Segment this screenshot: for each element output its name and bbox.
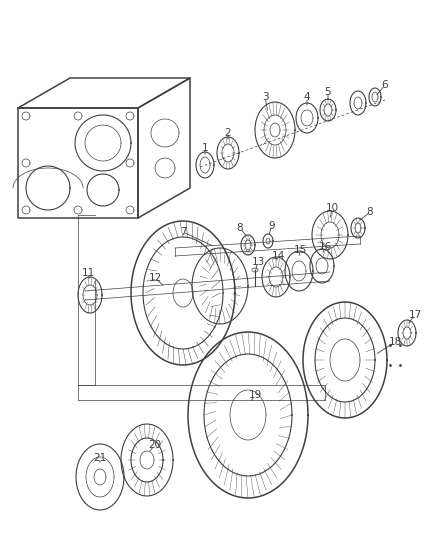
Text: 9: 9 (268, 221, 275, 231)
Text: 3: 3 (261, 92, 268, 102)
Text: 2: 2 (224, 128, 231, 138)
Text: 18: 18 (388, 337, 401, 347)
Text: 16: 16 (318, 242, 331, 252)
Text: 21: 21 (93, 453, 106, 463)
Text: 14: 14 (271, 251, 284, 261)
Text: 20: 20 (148, 440, 161, 450)
Text: 5: 5 (324, 87, 331, 97)
Text: 8: 8 (366, 207, 372, 217)
Text: 15: 15 (293, 245, 306, 255)
Text: 10: 10 (325, 203, 338, 213)
Text: 11: 11 (81, 268, 95, 278)
Text: 6: 6 (381, 80, 388, 90)
Text: 4: 4 (303, 92, 310, 102)
Text: 7: 7 (179, 227, 186, 237)
Text: 13: 13 (251, 257, 264, 267)
Text: 19: 19 (248, 390, 261, 400)
Text: 8: 8 (236, 223, 243, 233)
Text: 17: 17 (407, 310, 420, 320)
Text: 1: 1 (201, 143, 208, 153)
Text: 12: 12 (148, 273, 161, 283)
